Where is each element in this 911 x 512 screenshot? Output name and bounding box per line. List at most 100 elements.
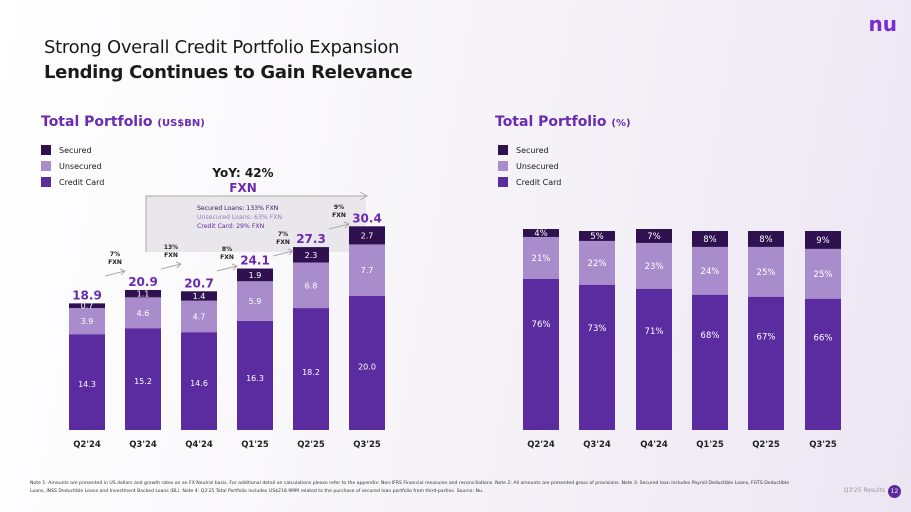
bar-unsecured	[293, 262, 329, 309]
bar-value-label: 8%	[759, 235, 773, 245]
bar-credit-card	[748, 296, 784, 430]
x-tick-label: Q2'25	[297, 440, 325, 450]
bar-total-label: 24.1	[240, 254, 270, 268]
bar-credit-card	[636, 288, 672, 430]
bar-secured	[69, 303, 105, 309]
growth-label: 9%	[334, 204, 344, 211]
nu-logo: nu	[868, 12, 897, 36]
bar-value-label: 5%	[590, 232, 604, 242]
x-tick-label: Q3'25	[353, 440, 381, 450]
bar-value-label: 68%	[701, 331, 720, 341]
bar-unsecured	[69, 308, 105, 335]
legend-secured: Secured	[498, 143, 561, 157]
bar-value-label: 67%	[757, 332, 776, 342]
growth-label: 7%	[278, 231, 288, 238]
page-subtitle: Lending Continues to Gain Relevance	[44, 62, 413, 83]
bar-secured	[237, 268, 273, 282]
bar-value-label: 73%	[588, 324, 607, 334]
growth-arrow	[160, 261, 182, 270]
bar-value-label: 1.4	[193, 292, 206, 301]
growth-arrow	[272, 248, 294, 257]
bar-value-label: 2.3	[305, 251, 318, 260]
legend-unsecured: Unsecured	[41, 159, 104, 173]
yoy-box	[147, 197, 366, 252]
bar-credit-card	[523, 278, 559, 430]
bar-unsecured	[125, 297, 161, 329]
legend-unsecured: Unsecured	[498, 159, 561, 173]
footer-label: Q3'25 Results	[843, 487, 885, 494]
bar-value-label: 7%	[647, 232, 661, 242]
bar-unsecured	[181, 300, 217, 333]
bar-value-label: 25%	[814, 270, 833, 280]
bar-value-label: 5.9	[249, 297, 262, 306]
growth-label: FXN	[108, 259, 122, 266]
bar-unsecured	[523, 236, 559, 279]
bar-credit-card	[293, 308, 329, 430]
bar-unsecured	[579, 240, 615, 285]
bar-value-label: 1.1	[137, 290, 150, 299]
bar-secured	[523, 229, 559, 237]
bar-value-label: 24%	[701, 267, 720, 277]
x-tick-label: Q3'24	[129, 440, 157, 450]
bar-value-label: 4.7	[193, 312, 206, 321]
growth-arrow	[328, 221, 350, 230]
bar-value-label: 7.7	[361, 266, 374, 275]
bar-credit-card	[237, 320, 273, 430]
bar-value-label: 25%	[757, 268, 776, 278]
bar-value-label: 2.7	[361, 231, 374, 240]
bar-credit-card	[692, 294, 728, 430]
bar-unsecured	[349, 244, 385, 296]
bar-secured	[579, 231, 615, 241]
yoy-sub: FXN	[229, 181, 257, 195]
bar-credit-card	[579, 284, 615, 430]
bar-unsecured	[636, 242, 672, 289]
bar-credit-card	[349, 296, 385, 430]
bar-total-label: 20.9	[128, 275, 158, 289]
bar-value-label: 1.9	[249, 271, 262, 280]
bar-total-label: 30.4	[352, 211, 382, 225]
growth-arrow	[104, 268, 126, 277]
page-title: Strong Overall Credit Portfolio Expansio…	[44, 37, 400, 58]
yoy-arrow-head	[359, 191, 369, 201]
legend-credit-card: Credit Card	[41, 175, 104, 189]
bar-value-label: 14.6	[190, 379, 208, 388]
growth-label: FXN	[276, 239, 290, 246]
bar-value-label: 6.8	[305, 281, 318, 290]
growth-label: 8%	[222, 246, 232, 253]
yoy-line: Credit Card: 29% FXN	[197, 223, 265, 230]
x-tick-label: Q3'24	[583, 440, 611, 450]
bar-value-label: 14.3	[78, 380, 96, 389]
bar-value-label: 0.7	[81, 302, 94, 311]
bar-secured	[692, 231, 728, 247]
growth-arrow	[216, 263, 238, 272]
yoy-line: Secured Loans: 133% FXN	[197, 205, 279, 212]
growth-label: 7%	[110, 251, 120, 258]
bar-value-label: 8%	[703, 235, 717, 245]
bar-total-label: 27.3	[296, 232, 326, 246]
bar-value-label: 21%	[532, 254, 551, 264]
growth-label: FXN	[164, 252, 178, 259]
yoy-title: YoY: 42%	[211, 166, 273, 180]
bar-value-label: 9%	[816, 236, 830, 246]
right-chart-title: Total Portfolio (%)	[495, 114, 631, 130]
bar-value-label: 18.2	[302, 368, 320, 377]
yoy-line: Unsecured Loans: 63% FXN	[197, 214, 283, 221]
bar-value-label: 23%	[645, 262, 664, 272]
growth-label: 13%	[164, 244, 178, 251]
x-tick-label: Q2'25	[752, 440, 780, 450]
x-tick-label: Q4'24	[185, 440, 213, 450]
bar-unsecured	[805, 248, 841, 299]
bar-secured	[125, 289, 161, 298]
bar-secured	[748, 231, 784, 247]
bar-secured	[636, 229, 672, 243]
legend-credit-card: Credit Card	[498, 175, 561, 189]
bar-total-label: 18.9	[72, 288, 102, 302]
bar-value-label: 22%	[588, 259, 607, 269]
bar-value-label: 71%	[645, 327, 664, 337]
bar-value-label: 66%	[814, 334, 833, 344]
bar-credit-card	[125, 328, 161, 430]
page-number: 12	[888, 485, 901, 498]
right-legend: Secured Unsecured Credit Card	[498, 143, 561, 189]
bar-unsecured	[237, 281, 273, 321]
x-tick-label: Q2'24	[73, 440, 101, 450]
